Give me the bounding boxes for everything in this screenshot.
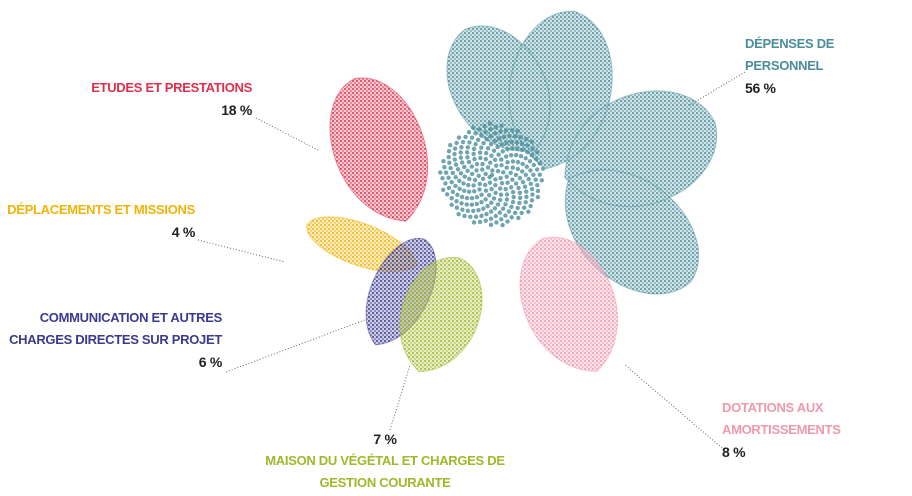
page: (() => { const data = JSON.parse(documen…	[0, 0, 912, 496]
value-label: 8 %	[722, 441, 852, 463]
leader-line	[256, 118, 318, 150]
value-label: 4 %	[0, 221, 195, 243]
category-label: ETUDES ET PRESTATIONS	[30, 77, 252, 99]
leader-line	[690, 72, 745, 105]
value-label: 7 %	[260, 428, 510, 450]
leader-line	[390, 365, 410, 430]
category-label: COMMUNICATION ET AUTRES CHARGES DIRECTES…	[0, 307, 222, 351]
category-label: DÉPENSES DE PERSONNEL	[745, 33, 912, 77]
value-label: 6 %	[0, 351, 222, 373]
label: 7 %MAISON DU VÉGÉTAL ET CHARGES DE GESTI…	[260, 428, 510, 494]
petal	[330, 78, 428, 221]
leader-line	[198, 240, 285, 262]
leader-line	[226, 318, 370, 372]
category-label: DOTATIONS AUX AMORTISSEMENTS	[722, 397, 852, 441]
category-label: DÉPLACEMENTS ET MISSIONS	[0, 199, 195, 221]
leader-line	[625, 365, 722, 448]
category-label: MAISON DU VÉGÉTAL ET CHARGES DE GESTION …	[260, 450, 510, 494]
value-label: 18 %	[30, 99, 252, 121]
label: COMMUNICATION ET AUTRES CHARGES DIRECTES…	[0, 307, 222, 373]
value-label: 56 %	[745, 77, 912, 99]
